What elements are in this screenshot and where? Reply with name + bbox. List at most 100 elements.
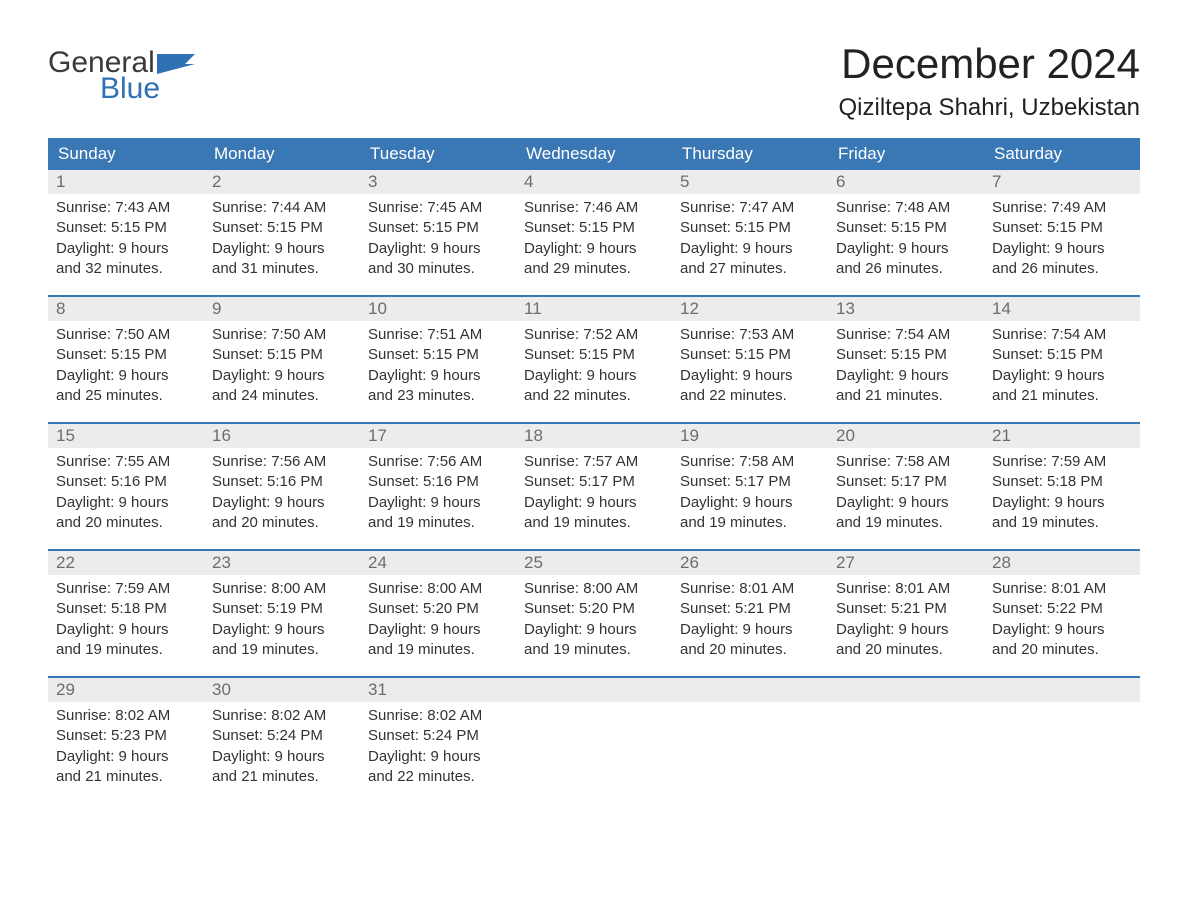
calendar-cell: 22Sunrise: 7:59 AMSunset: 5:18 PMDayligh… [48, 551, 204, 662]
day-number [516, 678, 672, 702]
day-details [516, 702, 672, 772]
day-details: Sunrise: 7:59 AMSunset: 5:18 PMDaylight:… [48, 575, 204, 662]
calendar-cell: 14Sunrise: 7:54 AMSunset: 5:15 PMDayligh… [984, 297, 1140, 408]
calendar-cell: 16Sunrise: 7:56 AMSunset: 5:16 PMDayligh… [204, 424, 360, 535]
weekday-header: Friday [828, 138, 984, 170]
calendar-cell: 29Sunrise: 8:02 AMSunset: 5:23 PMDayligh… [48, 678, 204, 789]
calendar-cell [516, 678, 672, 789]
calendar-week: 29Sunrise: 8:02 AMSunset: 5:23 PMDayligh… [48, 676, 1140, 789]
calendar-cell: 4Sunrise: 7:46 AMSunset: 5:15 PMDaylight… [516, 170, 672, 281]
day-number: 22 [48, 551, 204, 575]
day-details: Sunrise: 7:53 AMSunset: 5:15 PMDaylight:… [672, 321, 828, 408]
calendar-cell: 23Sunrise: 8:00 AMSunset: 5:19 PMDayligh… [204, 551, 360, 662]
calendar-cell [984, 678, 1140, 789]
day-details [984, 702, 1140, 772]
day-details: Sunrise: 7:54 AMSunset: 5:15 PMDaylight:… [828, 321, 984, 408]
day-number: 8 [48, 297, 204, 321]
day-number: 6 [828, 170, 984, 194]
calendar-cell [672, 678, 828, 789]
day-details: Sunrise: 8:00 AMSunset: 5:20 PMDaylight:… [360, 575, 516, 662]
weekday-header: Tuesday [360, 138, 516, 170]
calendar-cell: 19Sunrise: 7:58 AMSunset: 5:17 PMDayligh… [672, 424, 828, 535]
day-details: Sunrise: 7:54 AMSunset: 5:15 PMDaylight:… [984, 321, 1140, 408]
day-details [828, 702, 984, 772]
calendar-cell: 13Sunrise: 7:54 AMSunset: 5:15 PMDayligh… [828, 297, 984, 408]
weekday-header-row: SundayMondayTuesdayWednesdayThursdayFrid… [48, 138, 1140, 170]
day-details: Sunrise: 7:45 AMSunset: 5:15 PMDaylight:… [360, 194, 516, 281]
day-number: 29 [48, 678, 204, 702]
calendar-cell: 2Sunrise: 7:44 AMSunset: 5:15 PMDaylight… [204, 170, 360, 281]
day-number: 11 [516, 297, 672, 321]
calendar-cell: 30Sunrise: 8:02 AMSunset: 5:24 PMDayligh… [204, 678, 360, 789]
calendar-cell: 15Sunrise: 7:55 AMSunset: 5:16 PMDayligh… [48, 424, 204, 535]
day-details: Sunrise: 8:02 AMSunset: 5:24 PMDaylight:… [204, 702, 360, 789]
day-details: Sunrise: 7:47 AMSunset: 5:15 PMDaylight:… [672, 194, 828, 281]
day-number: 15 [48, 424, 204, 448]
day-details: Sunrise: 7:52 AMSunset: 5:15 PMDaylight:… [516, 321, 672, 408]
day-number: 13 [828, 297, 984, 321]
weekday-header: Wednesday [516, 138, 672, 170]
day-number: 25 [516, 551, 672, 575]
calendar-cell: 26Sunrise: 8:01 AMSunset: 5:21 PMDayligh… [672, 551, 828, 662]
weekday-header: Monday [204, 138, 360, 170]
calendar-week: 15Sunrise: 7:55 AMSunset: 5:16 PMDayligh… [48, 422, 1140, 535]
day-details: Sunrise: 7:43 AMSunset: 5:15 PMDaylight:… [48, 194, 204, 281]
day-details: Sunrise: 7:56 AMSunset: 5:16 PMDaylight:… [204, 448, 360, 535]
day-details: Sunrise: 8:01 AMSunset: 5:22 PMDaylight:… [984, 575, 1140, 662]
day-details: Sunrise: 7:58 AMSunset: 5:17 PMDaylight:… [828, 448, 984, 535]
day-details: Sunrise: 7:56 AMSunset: 5:16 PMDaylight:… [360, 448, 516, 535]
calendar-cell: 31Sunrise: 8:02 AMSunset: 5:24 PMDayligh… [360, 678, 516, 789]
day-number: 26 [672, 551, 828, 575]
day-number: 3 [360, 170, 516, 194]
calendar-cell: 12Sunrise: 7:53 AMSunset: 5:15 PMDayligh… [672, 297, 828, 408]
month-title: December 2024 [839, 40, 1140, 88]
day-number: 21 [984, 424, 1140, 448]
day-details: Sunrise: 7:58 AMSunset: 5:17 PMDaylight:… [672, 448, 828, 535]
calendar-cell: 10Sunrise: 7:51 AMSunset: 5:15 PMDayligh… [360, 297, 516, 408]
day-number: 30 [204, 678, 360, 702]
day-details: Sunrise: 7:44 AMSunset: 5:15 PMDaylight:… [204, 194, 360, 281]
day-number: 31 [360, 678, 516, 702]
calendar-cell: 18Sunrise: 7:57 AMSunset: 5:17 PMDayligh… [516, 424, 672, 535]
calendar-cell: 9Sunrise: 7:50 AMSunset: 5:15 PMDaylight… [204, 297, 360, 408]
day-number: 23 [204, 551, 360, 575]
day-details: Sunrise: 7:48 AMSunset: 5:15 PMDaylight:… [828, 194, 984, 281]
calendar-cell: 6Sunrise: 7:48 AMSunset: 5:15 PMDaylight… [828, 170, 984, 281]
calendar-week: 22Sunrise: 7:59 AMSunset: 5:18 PMDayligh… [48, 549, 1140, 662]
day-details: Sunrise: 7:51 AMSunset: 5:15 PMDaylight:… [360, 321, 516, 408]
calendar-cell: 25Sunrise: 8:00 AMSunset: 5:20 PMDayligh… [516, 551, 672, 662]
day-number [672, 678, 828, 702]
logo: General Blue [48, 48, 201, 104]
day-details [672, 702, 828, 772]
day-number: 28 [984, 551, 1140, 575]
location-subtitle: Qiziltepa Shahri, Uzbekistan [839, 94, 1140, 122]
day-details: Sunrise: 7:59 AMSunset: 5:18 PMDaylight:… [984, 448, 1140, 535]
day-number: 10 [360, 297, 516, 321]
page-header: General Blue December 2024 Qiziltepa Sha… [48, 40, 1140, 122]
day-details: Sunrise: 8:01 AMSunset: 5:21 PMDaylight:… [828, 575, 984, 662]
day-details: Sunrise: 8:01 AMSunset: 5:21 PMDaylight:… [672, 575, 828, 662]
day-details: Sunrise: 8:00 AMSunset: 5:19 PMDaylight:… [204, 575, 360, 662]
day-number: 18 [516, 424, 672, 448]
day-number: 14 [984, 297, 1140, 321]
calendar-week: 8Sunrise: 7:50 AMSunset: 5:15 PMDaylight… [48, 295, 1140, 408]
calendar-week: 1Sunrise: 7:43 AMSunset: 5:15 PMDaylight… [48, 170, 1140, 281]
calendar-cell: 5Sunrise: 7:47 AMSunset: 5:15 PMDaylight… [672, 170, 828, 281]
day-number: 20 [828, 424, 984, 448]
day-details: Sunrise: 8:02 AMSunset: 5:24 PMDaylight:… [360, 702, 516, 789]
day-details: Sunrise: 7:57 AMSunset: 5:17 PMDaylight:… [516, 448, 672, 535]
logo-word-2: Blue [100, 74, 201, 104]
calendar-cell: 28Sunrise: 8:01 AMSunset: 5:22 PMDayligh… [984, 551, 1140, 662]
day-details: Sunrise: 7:46 AMSunset: 5:15 PMDaylight:… [516, 194, 672, 281]
calendar: SundayMondayTuesdayWednesdayThursdayFrid… [48, 138, 1140, 789]
weekday-header: Sunday [48, 138, 204, 170]
weekday-header: Saturday [984, 138, 1140, 170]
day-number: 17 [360, 424, 516, 448]
day-number: 12 [672, 297, 828, 321]
day-number: 16 [204, 424, 360, 448]
day-details: Sunrise: 8:02 AMSunset: 5:23 PMDaylight:… [48, 702, 204, 789]
calendar-cell: 27Sunrise: 8:01 AMSunset: 5:21 PMDayligh… [828, 551, 984, 662]
day-number [984, 678, 1140, 702]
weekday-header: Thursday [672, 138, 828, 170]
calendar-cell: 3Sunrise: 7:45 AMSunset: 5:15 PMDaylight… [360, 170, 516, 281]
